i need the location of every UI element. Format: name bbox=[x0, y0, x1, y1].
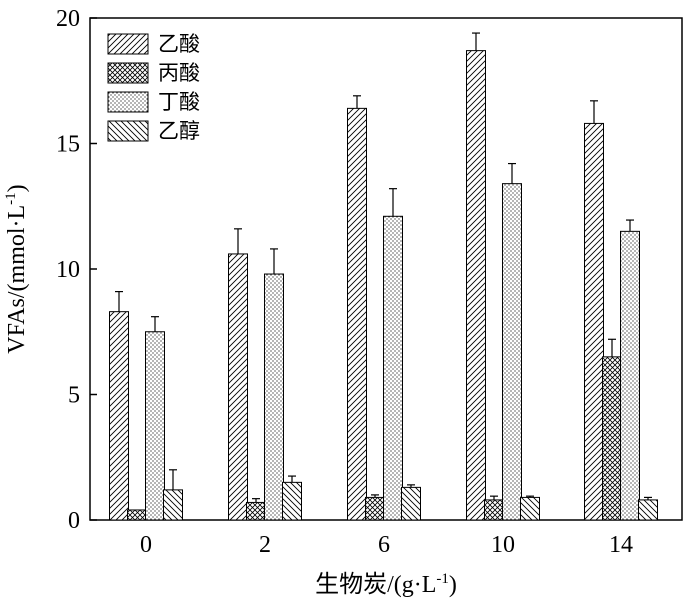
legend-swatch bbox=[107, 62, 149, 84]
bar bbox=[520, 496, 540, 521]
y-axis: 0 5 10 15 20 bbox=[56, 6, 97, 534]
bar bbox=[466, 50, 486, 521]
bar bbox=[620, 230, 640, 521]
bar bbox=[145, 331, 165, 521]
bar bbox=[347, 107, 367, 521]
x-tick-label: 6 bbox=[378, 532, 390, 558]
bar bbox=[127, 509, 147, 521]
y-tick-label: 5 bbox=[68, 383, 80, 409]
bar bbox=[163, 489, 183, 521]
x-tick-label: 14 bbox=[609, 532, 633, 558]
bars bbox=[109, 32, 658, 521]
y-tick-label: 0 bbox=[68, 508, 80, 534]
legend-swatch bbox=[107, 91, 149, 113]
legend-label: 乙酸 bbox=[158, 32, 200, 56]
x-tick-label: 0 bbox=[140, 532, 152, 558]
legend-swatch bbox=[107, 120, 149, 142]
y-axis-label: VFAs/(mmol·L-1) bbox=[3, 184, 30, 353]
y-tick-label: 15 bbox=[56, 132, 80, 158]
legend-swatch bbox=[107, 33, 149, 55]
x-tick-label: 2 bbox=[259, 532, 271, 558]
x-axis-label: 生物炭/(g·L-1) bbox=[315, 571, 457, 598]
y-tick-label: 10 bbox=[56, 257, 80, 283]
bar bbox=[383, 215, 403, 521]
bar bbox=[264, 273, 284, 521]
bar bbox=[602, 356, 622, 521]
legend-label: 丁酸 bbox=[158, 90, 200, 114]
bar bbox=[401, 486, 421, 521]
bar bbox=[484, 499, 504, 521]
legend-label: 丙酸 bbox=[158, 61, 200, 85]
y-tick-label: 20 bbox=[56, 6, 80, 32]
bar bbox=[584, 122, 604, 521]
bar bbox=[246, 501, 266, 521]
bar bbox=[228, 253, 248, 521]
legend-label: 乙醇 bbox=[158, 119, 200, 143]
bar bbox=[638, 499, 658, 521]
bar bbox=[502, 183, 522, 521]
bar bbox=[282, 481, 302, 521]
bar bbox=[109, 311, 129, 521]
x-tick-label: 10 bbox=[491, 532, 515, 558]
bar bbox=[365, 496, 385, 521]
